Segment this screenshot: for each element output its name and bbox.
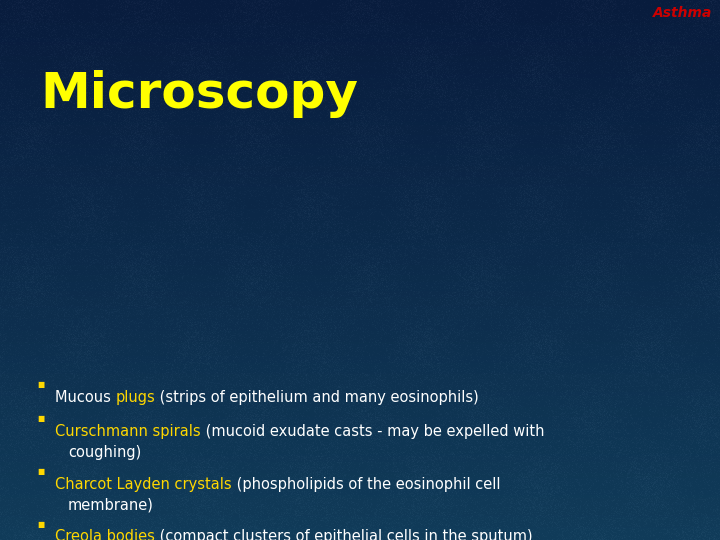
Text: (strips of epithelium and many eosinophils): (strips of epithelium and many eosinophi…: [156, 390, 479, 405]
Text: ■: ■: [37, 467, 45, 476]
Text: (phospholipids of the eosinophil cell: (phospholipids of the eosinophil cell: [232, 477, 500, 492]
Text: Curschmann spirals: Curschmann spirals: [55, 424, 201, 439]
Text: Asthma: Asthma: [652, 6, 712, 20]
Text: coughing): coughing): [68, 445, 141, 460]
Text: Mucous: Mucous: [55, 390, 115, 405]
Text: ■: ■: [37, 380, 45, 389]
Text: ■: ■: [37, 519, 45, 529]
Text: (mucoid exudate casts - may be expelled with: (mucoid exudate casts - may be expelled …: [201, 424, 544, 439]
Text: membrane): membrane): [68, 498, 154, 513]
Text: ■: ■: [37, 414, 45, 423]
Text: plugs: plugs: [115, 390, 156, 405]
Text: (compact clusters of epithelial cells in the sputum): (compact clusters of epithelial cells in…: [155, 529, 533, 540]
Text: Charcot Layden crystals: Charcot Layden crystals: [55, 477, 232, 492]
Text: Creola bodies: Creola bodies: [55, 529, 155, 540]
Text: Microscopy: Microscopy: [40, 70, 358, 118]
